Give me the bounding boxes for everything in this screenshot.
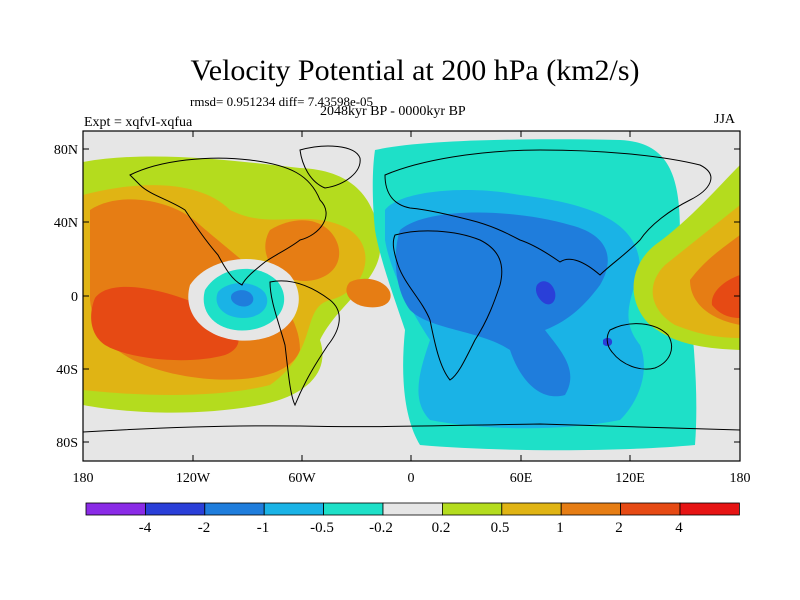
lat-tick-marks [83,148,740,443]
colorbar-swatch [441,502,503,516]
map-title: Velocity Potential at 200 hPa (km2/s) [190,54,640,87]
lat-label: 80N [54,143,78,158]
eurasia-coast [384,149,712,276]
colorbar [85,502,740,516]
colorbar-swatch [501,502,562,516]
pacific-positive-core [91,286,239,361]
lat-label: 0 [71,290,78,305]
north-america-coast [129,157,327,286]
central-negative-core [230,290,254,307]
colorbar-swatch [382,502,443,516]
experiment-label: Expt = xqfvI-xqfua [84,115,193,130]
colorbar-swatch [204,502,265,516]
colorbar-swatch [323,502,384,516]
lon-label: 60E [510,471,533,486]
atlantic-positive-small [346,278,391,308]
colorbar-label: 0.5 [491,520,510,536]
lon-label: 0 [408,471,415,486]
contour-field [83,131,740,461]
colorbar-swatch [263,502,325,516]
colorbar-label: -1 [257,520,270,536]
lon-label: 180 [73,471,94,486]
colorbar-label: 2 [615,520,623,536]
colorbar-label: -4 [139,520,152,536]
colorbar-swatch [144,502,206,516]
wpacific-positive-core [711,275,740,318]
colorbar-label: 0.2 [432,520,451,536]
colorbar-label: 4 [675,520,683,536]
lat-label: 40S [56,363,78,378]
lon-label: 60W [288,471,316,486]
antarctica-coast [83,423,740,433]
colorbar-swatch [679,502,740,516]
indian-negative-center [535,281,556,305]
australia-coast [606,323,672,370]
africa-coast [392,230,503,381]
lon-labels: 180 120W 60W 0 60E 120E 180 [73,471,751,486]
lat-labels: 80N 40N 0 40S 80S [54,143,78,451]
colorbar-swatch [560,502,622,516]
lon-label: 120W [176,471,211,486]
colorbar-label: -0.5 [310,520,334,536]
colorbar-label: 1 [556,520,564,536]
south-america-coast [269,280,340,407]
lon-label: 180 [730,471,751,486]
greenland-coast [299,145,361,189]
period-text: 2048kyr BP - 0000kyr BP [320,104,466,119]
lat-label: 40N [54,216,78,231]
colorbar-label: -2 [198,520,211,536]
season-label: JJA [714,112,736,127]
colorbar-labels: -4 -2 -1 -0.5 -0.2 0.2 0.5 1 2 4 [139,520,684,536]
colorbar-label: -0.2 [369,520,393,536]
coastlines [83,145,740,433]
stats-text: rmsd= 0.951234 diff= 7.43598e-05 [190,94,374,109]
lat-label: 80S [56,436,78,451]
atlantic-positive-lobe [265,220,340,281]
colorbar-swatch [85,502,146,516]
colorbar-swatch [620,502,681,516]
lon-tick-marks [192,131,631,461]
lon-label: 120E [615,471,645,486]
